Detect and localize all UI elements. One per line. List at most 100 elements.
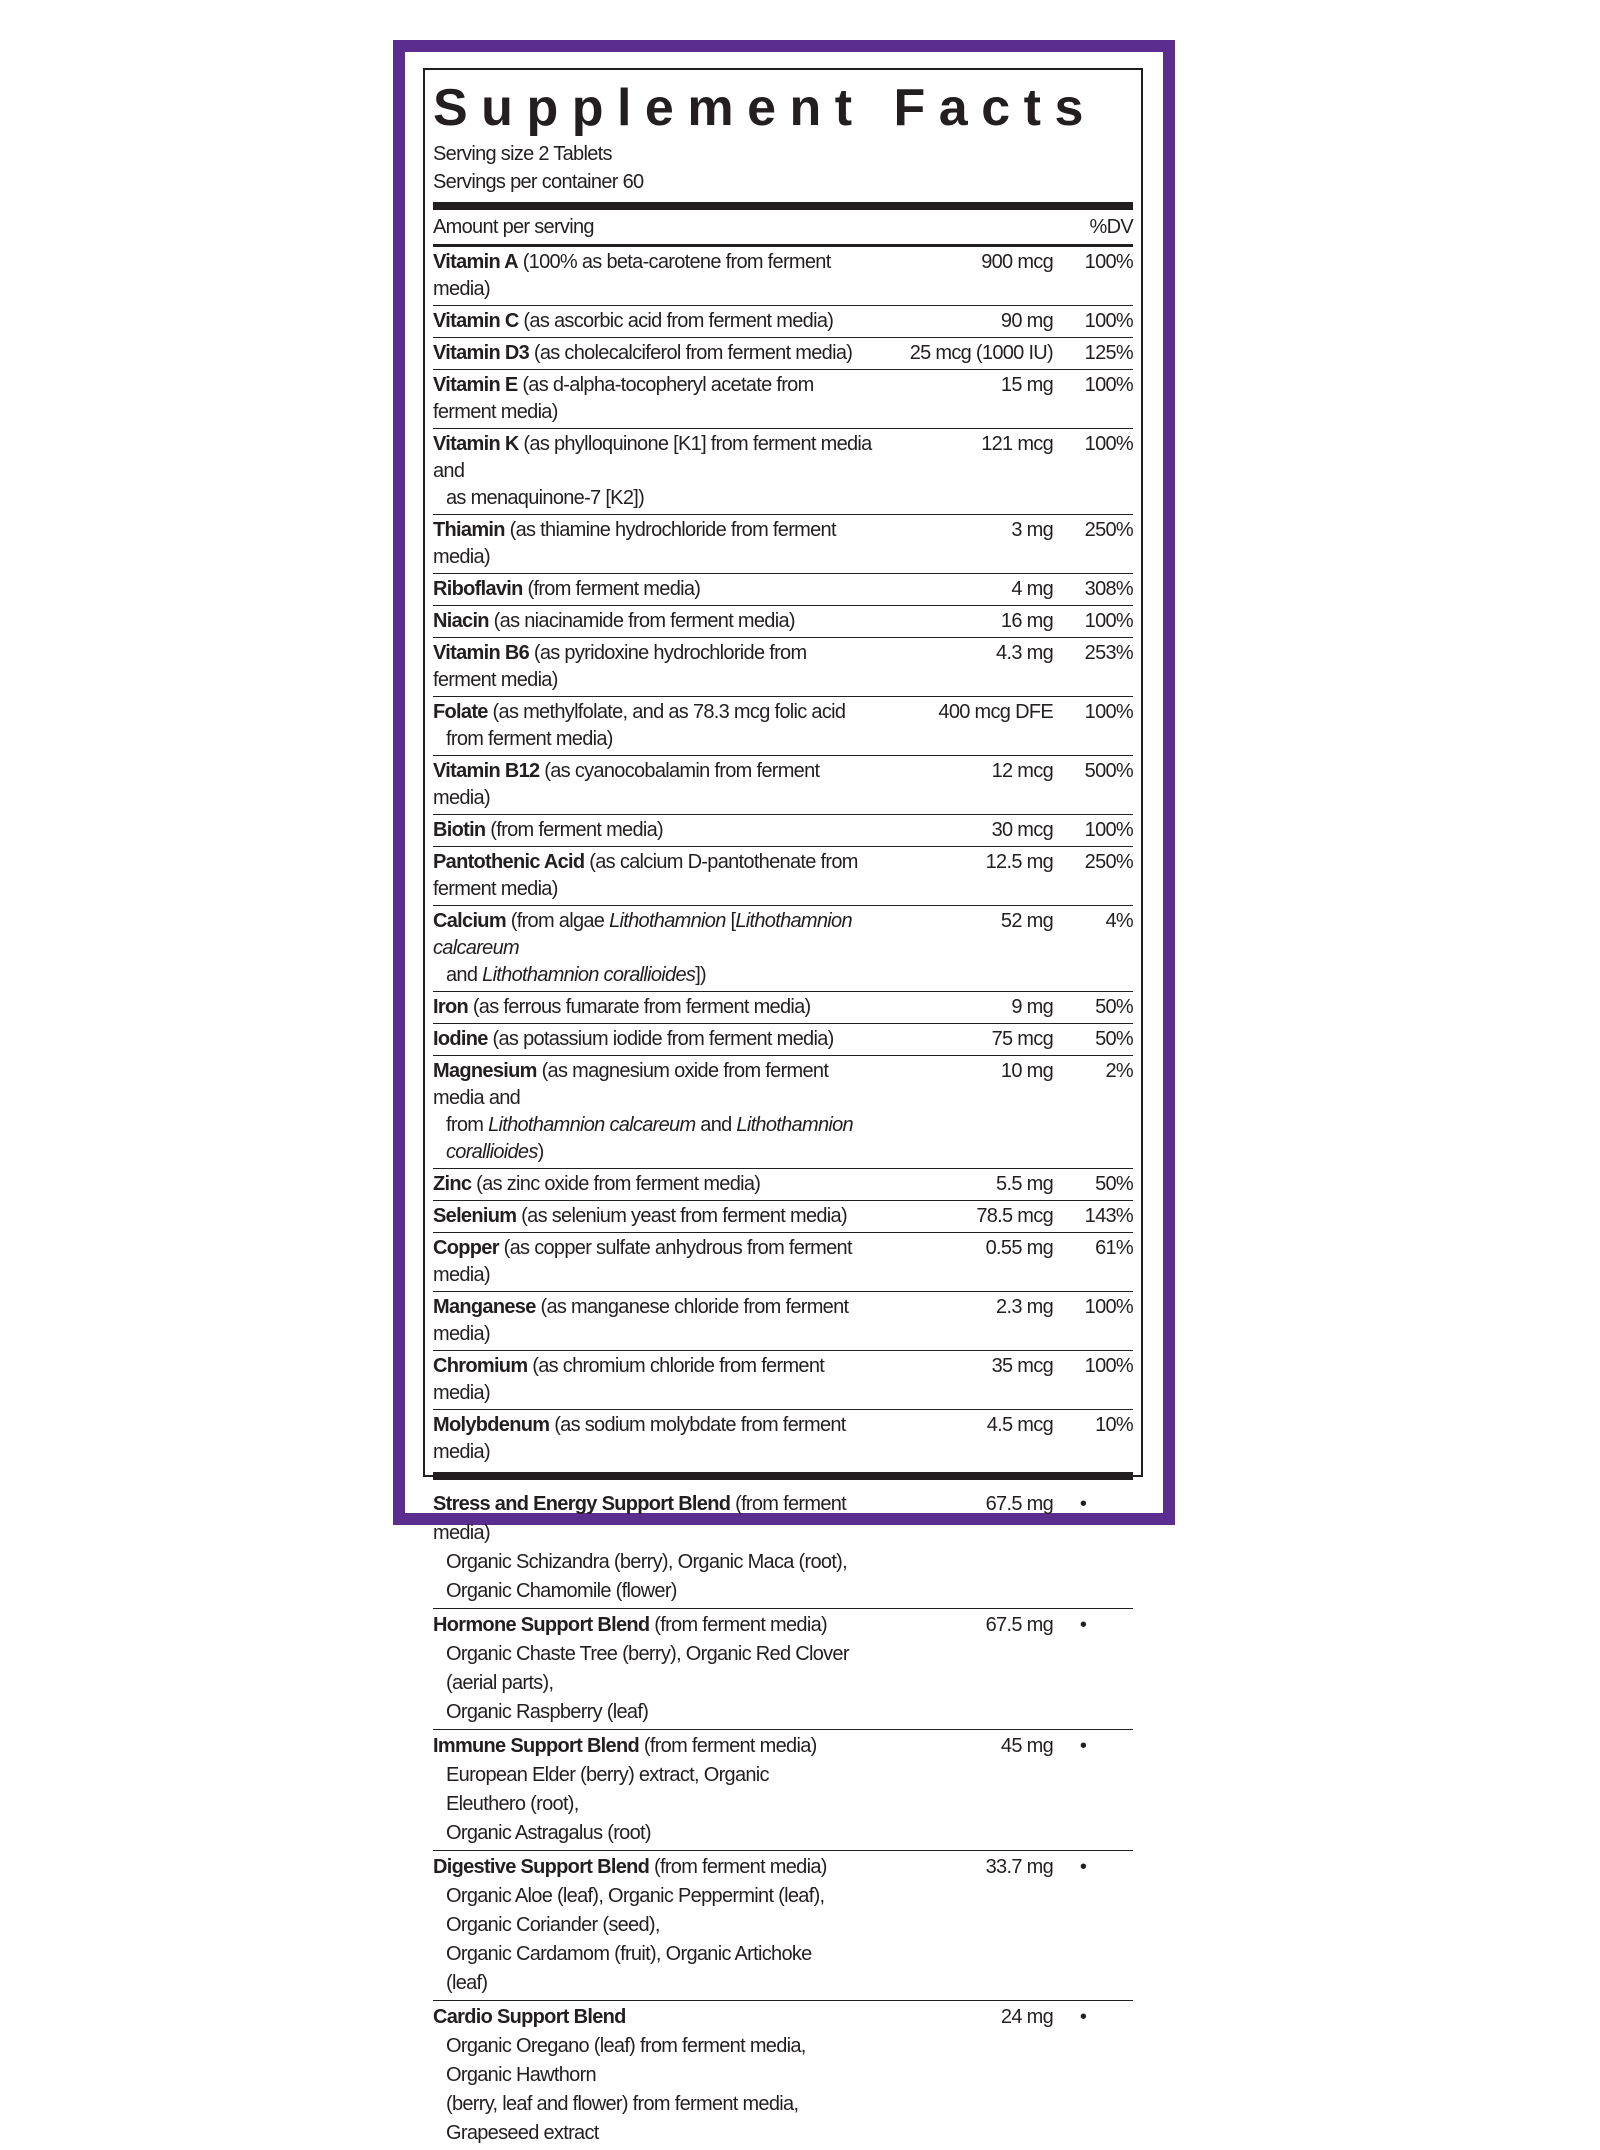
blend-ingredients: European Elder (berry) extract, Organic … xyxy=(446,1764,770,1815)
nutrient-dv: 250% xyxy=(1084,851,1134,873)
blend-amount: 67.5 mg xyxy=(985,1614,1054,1636)
description-line: Riboflavin (from ferment media) xyxy=(433,576,873,603)
nutrient-dv: 143% xyxy=(1084,1205,1134,1227)
description-line: Vitamin C (as ascorbic acid from ferment… xyxy=(433,308,873,335)
nutrient-name: Iron xyxy=(433,996,469,1018)
blend-ingredients: Organic Oregano (leaf) from ferment medi… xyxy=(446,2035,806,2086)
nutrient-name: Vitamin C xyxy=(433,310,519,332)
description-text: (as cholecalciferol from ferment media) xyxy=(529,342,853,364)
nutrient-description: Calcium (from algae Lithothamnion [Litho… xyxy=(433,908,873,989)
header-divider xyxy=(433,244,1133,247)
nutrient-row: Vitamin C (as ascorbic acid from ferment… xyxy=(433,306,1134,338)
description-line: Niacin (as niacinamide from ferment medi… xyxy=(433,608,873,635)
nutrient-name: Niacin xyxy=(433,610,490,632)
nutrient-amount: 9 mg xyxy=(1011,996,1053,1018)
nutrient-amount: 121 mcg xyxy=(981,433,1054,455)
blend-dv-not-established: • xyxy=(1079,1735,1087,1757)
nutrient-description: Iodine (as potassium iodide from ferment… xyxy=(433,1026,873,1053)
nutrient-dv: 10% xyxy=(1095,1414,1134,1436)
blend-name: Immune Support Blend xyxy=(433,1735,640,1757)
blend-ingredients: Organic Raspberry (leaf) xyxy=(446,1701,649,1723)
blend-description: Stress and Energy Support Blend (from fe… xyxy=(433,1490,853,1606)
nutrient-dv: 125% xyxy=(1084,342,1134,364)
nutrient-row: Chromium (as chromium chloride from ferm… xyxy=(433,1351,1134,1410)
nutrient-amount: 4 mg xyxy=(1011,578,1053,600)
nutrient-description: Biotin (from ferment media) xyxy=(433,817,873,844)
description-text: (as d-alpha-tocopheryl acetate from ferm… xyxy=(433,374,814,423)
description-text: (as selenium yeast from ferment media) xyxy=(516,1205,847,1227)
nutrient-description: Vitamin D3 (as cholecalciferol from ferm… xyxy=(433,340,873,367)
blend-amount: 67.5 mg xyxy=(985,1493,1054,1515)
blend-name: Cardio Support Blend xyxy=(433,2006,626,2028)
blend-ingredients: Organic Chaste Tree (berry), Organic Red… xyxy=(446,1643,850,1694)
nutrient-description: Vitamin E (as d-alpha-tocopheryl acetate… xyxy=(433,372,873,426)
nutrient-dv: 50% xyxy=(1095,1173,1134,1195)
nutrient-amount: 90 mg xyxy=(1000,310,1054,332)
nutrient-description: Folate (as methylfolate, and as 78.3 mcg… xyxy=(433,699,873,753)
blend-amount: 24 mg xyxy=(1000,2006,1054,2028)
blend-title-line: Cardio Support Blend xyxy=(433,2003,853,2032)
nutrient-description: Chromium (as chromium chloride from ferm… xyxy=(433,1353,873,1407)
nutrient-row: Vitamin A (100% as beta-carotene from fe… xyxy=(433,247,1134,306)
nutrient-name: Pantothenic Acid xyxy=(433,851,585,873)
description-line: Copper (as copper sulfate anhydrous from… xyxy=(433,1235,873,1289)
description-text: (as niacinamide from ferment media) xyxy=(488,610,796,632)
nutrient-dv: 50% xyxy=(1095,1028,1134,1050)
nutrient-dv: 100% xyxy=(1084,1355,1134,1377)
nutrient-row: Pantothenic Acid (as calcium D-pantothen… xyxy=(433,847,1134,906)
description-line: Vitamin K (as phylloquinone [K1] from fe… xyxy=(433,431,873,485)
description-line: Vitamin D3 (as cholecalciferol from ferm… xyxy=(433,340,873,367)
nutrient-name: Zinc xyxy=(433,1173,472,1195)
blend-dv-not-established: • xyxy=(1079,1614,1087,1636)
blend-amount: 33.7 mg xyxy=(985,1856,1054,1878)
nutrient-name: Calcium xyxy=(433,910,507,932)
nutrient-name: Magnesium xyxy=(433,1060,537,1082)
nutrient-amount: 3 mg xyxy=(1011,519,1053,541)
nutrient-amount: 0.55 mg xyxy=(985,1237,1054,1259)
nutrient-name: Copper xyxy=(433,1237,500,1259)
servings-per-container: Servings per container 60 xyxy=(433,171,644,193)
nutrient-amount: 16 mg xyxy=(1000,610,1054,632)
description-text: from ferment media) xyxy=(446,728,613,750)
description-text: (from algae xyxy=(505,910,610,932)
nutrient-dv: 2% xyxy=(1105,1060,1133,1082)
description-line: Magnesium (as magnesium oxide from ferme… xyxy=(433,1058,873,1112)
description-text: (as magnesium oxide from ferment media a… xyxy=(433,1060,829,1109)
description-line: Calcium (from algae Lithothamnion [Litho… xyxy=(433,908,873,962)
description-line: Vitamin E (as d-alpha-tocopheryl acetate… xyxy=(433,372,873,426)
nutrient-row: Vitamin B12 (as cyanocobalamin from ferm… xyxy=(433,756,1134,815)
blend-dv-not-established: • xyxy=(1079,1856,1087,1878)
nutrient-amount: 15 mg xyxy=(1000,374,1054,396)
nutrient-name: Vitamin E xyxy=(433,374,518,396)
description-line: and Lithothamnion corallioides]) xyxy=(433,962,873,989)
description-line: Iron (as ferrous fumarate from ferment m… xyxy=(433,994,873,1021)
description-text: [ xyxy=(725,910,736,932)
blend-description: Hormone Support Blend (from ferment medi… xyxy=(433,1611,853,1727)
nutrient-dv: 100% xyxy=(1084,310,1134,332)
description-text: (as calcium D-pantothenate from ferment … xyxy=(433,851,858,900)
nutrient-dv: 61% xyxy=(1095,1237,1134,1259)
nutrient-description: Zinc (as zinc oxide from ferment media) xyxy=(433,1171,873,1198)
nutrient-name: Vitamin A xyxy=(433,251,519,273)
nutrient-description: Magnesium (as magnesium oxide from ferme… xyxy=(433,1058,873,1166)
blend-ingredients: Organic Cardamom (fruit), Organic Artich… xyxy=(446,1943,812,1994)
description-line: Manganese (as manganese chloride from fe… xyxy=(433,1294,873,1348)
nutrient-amount: 52 mg xyxy=(1000,910,1054,932)
description-text: Lithothamnion corallioides xyxy=(482,964,696,986)
nutrient-amount: 5.5 mg xyxy=(996,1173,1054,1195)
nutrient-amount: 2.3 mg xyxy=(996,1296,1054,1318)
nutrient-description: Vitamin K (as phylloquinone [K1] from fe… xyxy=(433,431,873,512)
blend-ingredients: Organic Aloe (leaf), Organic Peppermint … xyxy=(446,1885,825,1936)
blend-row: Digestive Support Blend (from ferment me… xyxy=(433,1851,1133,2001)
nutrient-dv: 100% xyxy=(1084,701,1134,723)
blend-title-line: Digestive Support Blend (from ferment me… xyxy=(433,1853,853,1882)
description-text: Lithothamnion calcareum xyxy=(433,910,853,959)
description-text: and xyxy=(695,1114,737,1136)
blend-name: Digestive Support Blend xyxy=(433,1856,650,1878)
description-text: (as copper sulfate anhydrous from fermen… xyxy=(433,1237,853,1286)
nutrient-name: Riboflavin xyxy=(433,578,523,600)
nutrient-row: Niacin (as niacinamide from ferment medi… xyxy=(433,606,1134,638)
blend-note: (from ferment media) xyxy=(433,1493,847,1544)
nutrient-row: Zinc (as zinc oxide from ferment media) 5… xyxy=(433,1169,1134,1201)
nutrient-amount: 4.5 mcg xyxy=(986,1414,1054,1436)
